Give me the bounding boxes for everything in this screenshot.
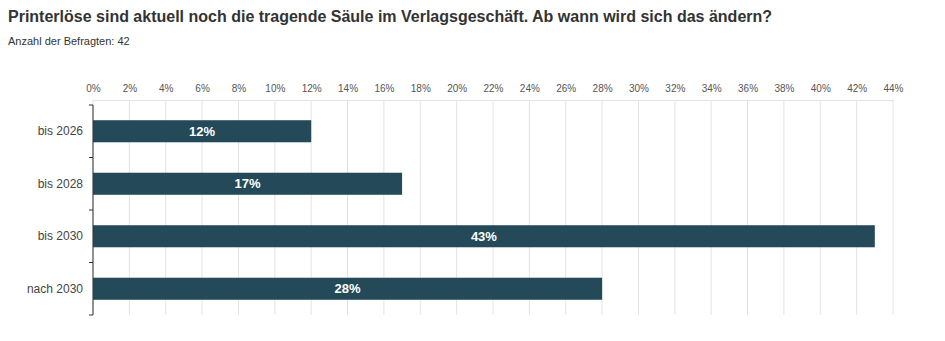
- x-tick: 28%: [593, 83, 613, 100]
- x-tick-label: 32%: [665, 83, 685, 94]
- grid-line: [893, 100, 894, 315]
- y-separator: [89, 315, 93, 316]
- x-tick: 22%: [483, 83, 503, 100]
- data-label: 17%: [235, 176, 261, 191]
- data-label: 28%: [335, 281, 361, 296]
- x-tick-label: 4%: [159, 83, 174, 94]
- y-axis: bis 2026 bis 2028 bis 2030 nach 2030: [27, 105, 93, 315]
- x-tick-label: 2%: [123, 83, 138, 94]
- x-tick: 10%: [265, 83, 285, 100]
- y-tick-label: bis 2026: [38, 124, 84, 138]
- bar: [93, 278, 602, 300]
- x-tick-label: 42%: [847, 83, 867, 94]
- x-tick: 14%: [338, 83, 358, 100]
- x-tick-label: 40%: [811, 83, 831, 94]
- x-tick-label: 16%: [374, 83, 394, 94]
- x-tick: 4%: [159, 83, 174, 100]
- y-separator: [89, 157, 93, 158]
- x-tick: 16%: [374, 83, 394, 100]
- x-tick-label: 24%: [520, 83, 540, 94]
- x-tick-label: 8%: [232, 83, 247, 94]
- x-tick-label: 14%: [338, 83, 358, 94]
- y-tick: nach 2030: [27, 282, 93, 296]
- subtitle: Anzahl der Befragten: 42: [8, 35, 130, 47]
- grid: [93, 100, 893, 315]
- y-tick-label: bis 2028: [38, 177, 84, 191]
- x-axis-line: [94, 100, 894, 101]
- x-tick: 2%: [123, 83, 138, 100]
- x-tick-label: 12%: [302, 83, 322, 94]
- y-separator: [89, 210, 93, 211]
- bars: [93, 120, 875, 300]
- x-tick-label: 38%: [774, 83, 794, 94]
- x-tick-label: 10%: [265, 83, 285, 94]
- x-tick-label: 6%: [195, 83, 210, 94]
- x-tick: 6%: [195, 83, 210, 100]
- grid-line: [856, 100, 857, 315]
- x-tick-label: 36%: [738, 83, 758, 94]
- y-separator: [89, 262, 93, 263]
- x-tick-label: 0%: [86, 83, 101, 94]
- x-tick-label: 20%: [447, 83, 467, 94]
- y-separators: [89, 105, 93, 315]
- bar: [93, 225, 875, 247]
- x-tick-label: 44%: [883, 83, 903, 94]
- x-tick: 18%: [411, 83, 431, 100]
- y-tick: bis 2030: [38, 229, 93, 243]
- x-tick-label: 34%: [702, 83, 722, 94]
- x-tick: 44%: [883, 83, 903, 100]
- x-tick: 40%: [811, 83, 831, 100]
- x-tick: 0%: [86, 83, 101, 100]
- grid-line: [820, 100, 821, 315]
- x-tick: 34%: [702, 83, 722, 100]
- title: Printerlöse sind aktuell noch die tragen…: [8, 8, 772, 25]
- x-axis: 0% 2% 4% 6% 8% 10% 12% 14% 16% 18% 20% 22% 24% 26% 28%…: [86, 83, 903, 101]
- y-tick: bis 2026: [38, 124, 93, 138]
- x-tick: 8%: [232, 83, 247, 100]
- x-tick: 38%: [774, 83, 794, 100]
- grid-line: [638, 100, 639, 315]
- y-tick: bis 2028: [38, 177, 93, 191]
- x-tick-label: 18%: [411, 83, 431, 94]
- grid-line: [93, 100, 94, 315]
- x-tick: 42%: [847, 83, 867, 100]
- x-tick: 24%: [520, 83, 540, 100]
- chart: Printerlöse sind aktuell noch die tragen…: [0, 0, 945, 341]
- data-label: 43%: [471, 229, 497, 244]
- x-tick: 20%: [447, 83, 467, 100]
- data-label: 12%: [189, 124, 215, 139]
- x-tick: 36%: [738, 83, 758, 100]
- x-tick-label: 22%: [483, 83, 503, 94]
- bar: [93, 173, 402, 195]
- data-labels: 12% 17% 43% 28%: [189, 124, 497, 296]
- bar: [93, 120, 311, 142]
- grid-line: [783, 100, 784, 315]
- y-tick-label: bis 2030: [38, 229, 84, 243]
- x-tick-label: 28%: [593, 83, 613, 94]
- grid-line: [711, 100, 712, 315]
- x-tick-label: 30%: [629, 83, 649, 94]
- x-tick: 32%: [665, 83, 685, 100]
- grid-line: [674, 100, 675, 315]
- x-tick-label: 26%: [556, 83, 576, 94]
- x-tick: 12%: [302, 83, 322, 100]
- y-tick-label: nach 2030: [27, 282, 83, 296]
- grid-line: [747, 100, 748, 315]
- x-tick: 30%: [629, 83, 649, 100]
- x-tick: 26%: [556, 83, 576, 100]
- y-separator: [89, 105, 93, 106]
